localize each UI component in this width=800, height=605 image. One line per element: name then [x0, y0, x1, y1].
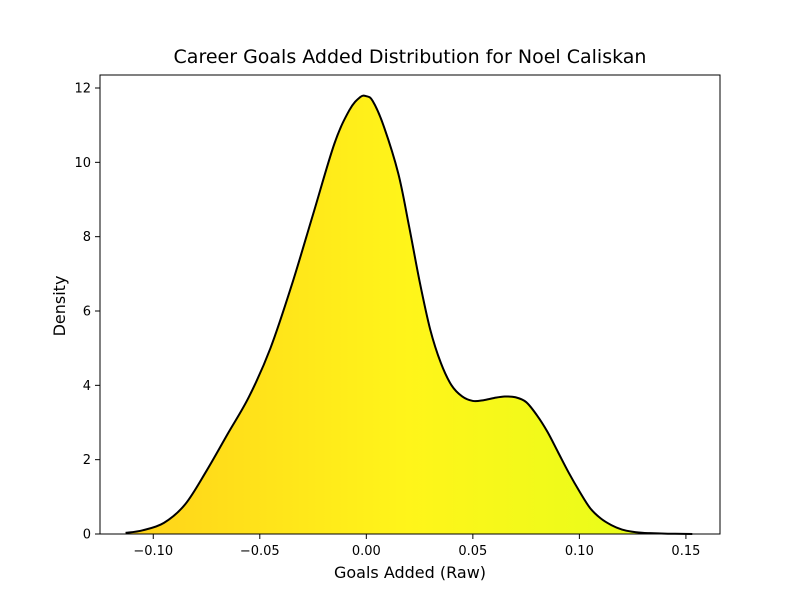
x-axis-label: Goals Added (Raw) [334, 563, 486, 582]
density-line [125, 94, 693, 535]
y-tick-label: 12 [74, 82, 91, 97]
y-tick-label: 6 [83, 305, 91, 320]
y-tick-label: 8 [83, 230, 91, 245]
y-tick-label: 0 [83, 528, 91, 543]
y-tick-label: 10 [74, 156, 91, 171]
x-tick-label: 0.05 [458, 544, 487, 559]
density-fill [125, 95, 693, 535]
x-tick-label: 0.15 [671, 544, 700, 559]
y-axis-label: Density [50, 276, 69, 337]
x-tick-label: −0.10 [133, 544, 173, 559]
plot-frame [99, 74, 721, 535]
y-tick-label: 2 [83, 453, 91, 468]
chart-title: Career Goals Added Distribution for Noel… [174, 46, 647, 68]
x-tick-label: 0.10 [565, 544, 594, 559]
y-tick-label: 4 [83, 379, 91, 394]
x-tick-label: 0.00 [352, 544, 381, 559]
x-tick-label: −0.05 [240, 544, 280, 559]
